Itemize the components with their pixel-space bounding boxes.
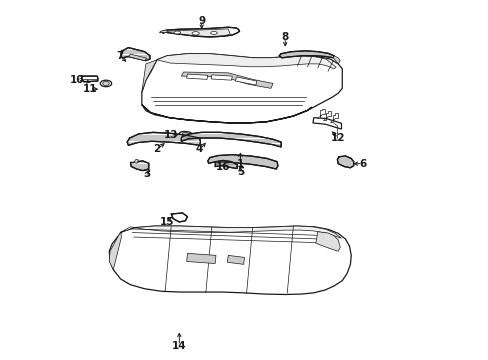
Ellipse shape bbox=[192, 32, 199, 35]
Polygon shape bbox=[333, 56, 340, 64]
Polygon shape bbox=[181, 132, 281, 147]
Polygon shape bbox=[142, 60, 157, 93]
Polygon shape bbox=[279, 51, 333, 58]
Text: 7: 7 bbox=[116, 51, 123, 61]
Ellipse shape bbox=[100, 80, 111, 87]
Polygon shape bbox=[121, 48, 150, 60]
Ellipse shape bbox=[182, 132, 189, 135]
Text: 16: 16 bbox=[215, 162, 230, 172]
Polygon shape bbox=[211, 75, 232, 80]
Polygon shape bbox=[186, 253, 216, 264]
Text: 11: 11 bbox=[82, 84, 97, 94]
Polygon shape bbox=[130, 161, 148, 171]
Polygon shape bbox=[121, 226, 341, 238]
Text: 10: 10 bbox=[70, 75, 84, 85]
Polygon shape bbox=[127, 132, 200, 145]
Text: 3: 3 bbox=[143, 169, 150, 179]
Text: 6: 6 bbox=[358, 159, 366, 169]
Polygon shape bbox=[133, 159, 138, 163]
Polygon shape bbox=[181, 72, 272, 88]
Ellipse shape bbox=[174, 31, 180, 34]
Polygon shape bbox=[160, 30, 167, 32]
Ellipse shape bbox=[102, 81, 109, 85]
Polygon shape bbox=[157, 54, 335, 69]
Polygon shape bbox=[186, 74, 207, 79]
Polygon shape bbox=[142, 54, 342, 123]
Polygon shape bbox=[128, 54, 146, 60]
Polygon shape bbox=[337, 156, 353, 168]
Polygon shape bbox=[109, 226, 350, 294]
Polygon shape bbox=[315, 232, 340, 251]
Polygon shape bbox=[323, 111, 330, 120]
Polygon shape bbox=[171, 213, 187, 222]
Polygon shape bbox=[163, 29, 230, 37]
Polygon shape bbox=[215, 161, 237, 168]
Ellipse shape bbox=[210, 31, 217, 35]
Text: 5: 5 bbox=[236, 167, 244, 177]
Ellipse shape bbox=[179, 131, 192, 136]
Text: 8: 8 bbox=[281, 32, 288, 42]
Text: 1: 1 bbox=[236, 159, 244, 169]
Text: 12: 12 bbox=[330, 133, 345, 143]
Text: 4: 4 bbox=[196, 144, 203, 154]
Text: 2: 2 bbox=[153, 144, 160, 154]
Polygon shape bbox=[81, 76, 98, 82]
Polygon shape bbox=[109, 232, 121, 270]
Polygon shape bbox=[329, 113, 338, 122]
Polygon shape bbox=[316, 109, 324, 118]
Polygon shape bbox=[227, 255, 244, 264]
Polygon shape bbox=[142, 105, 311, 123]
Polygon shape bbox=[207, 155, 277, 169]
Text: 13: 13 bbox=[163, 130, 178, 140]
Polygon shape bbox=[312, 118, 341, 129]
Text: 14: 14 bbox=[172, 341, 186, 351]
Polygon shape bbox=[235, 77, 256, 85]
Polygon shape bbox=[162, 27, 239, 37]
Text: 9: 9 bbox=[198, 16, 205, 26]
Text: 15: 15 bbox=[160, 217, 174, 227]
